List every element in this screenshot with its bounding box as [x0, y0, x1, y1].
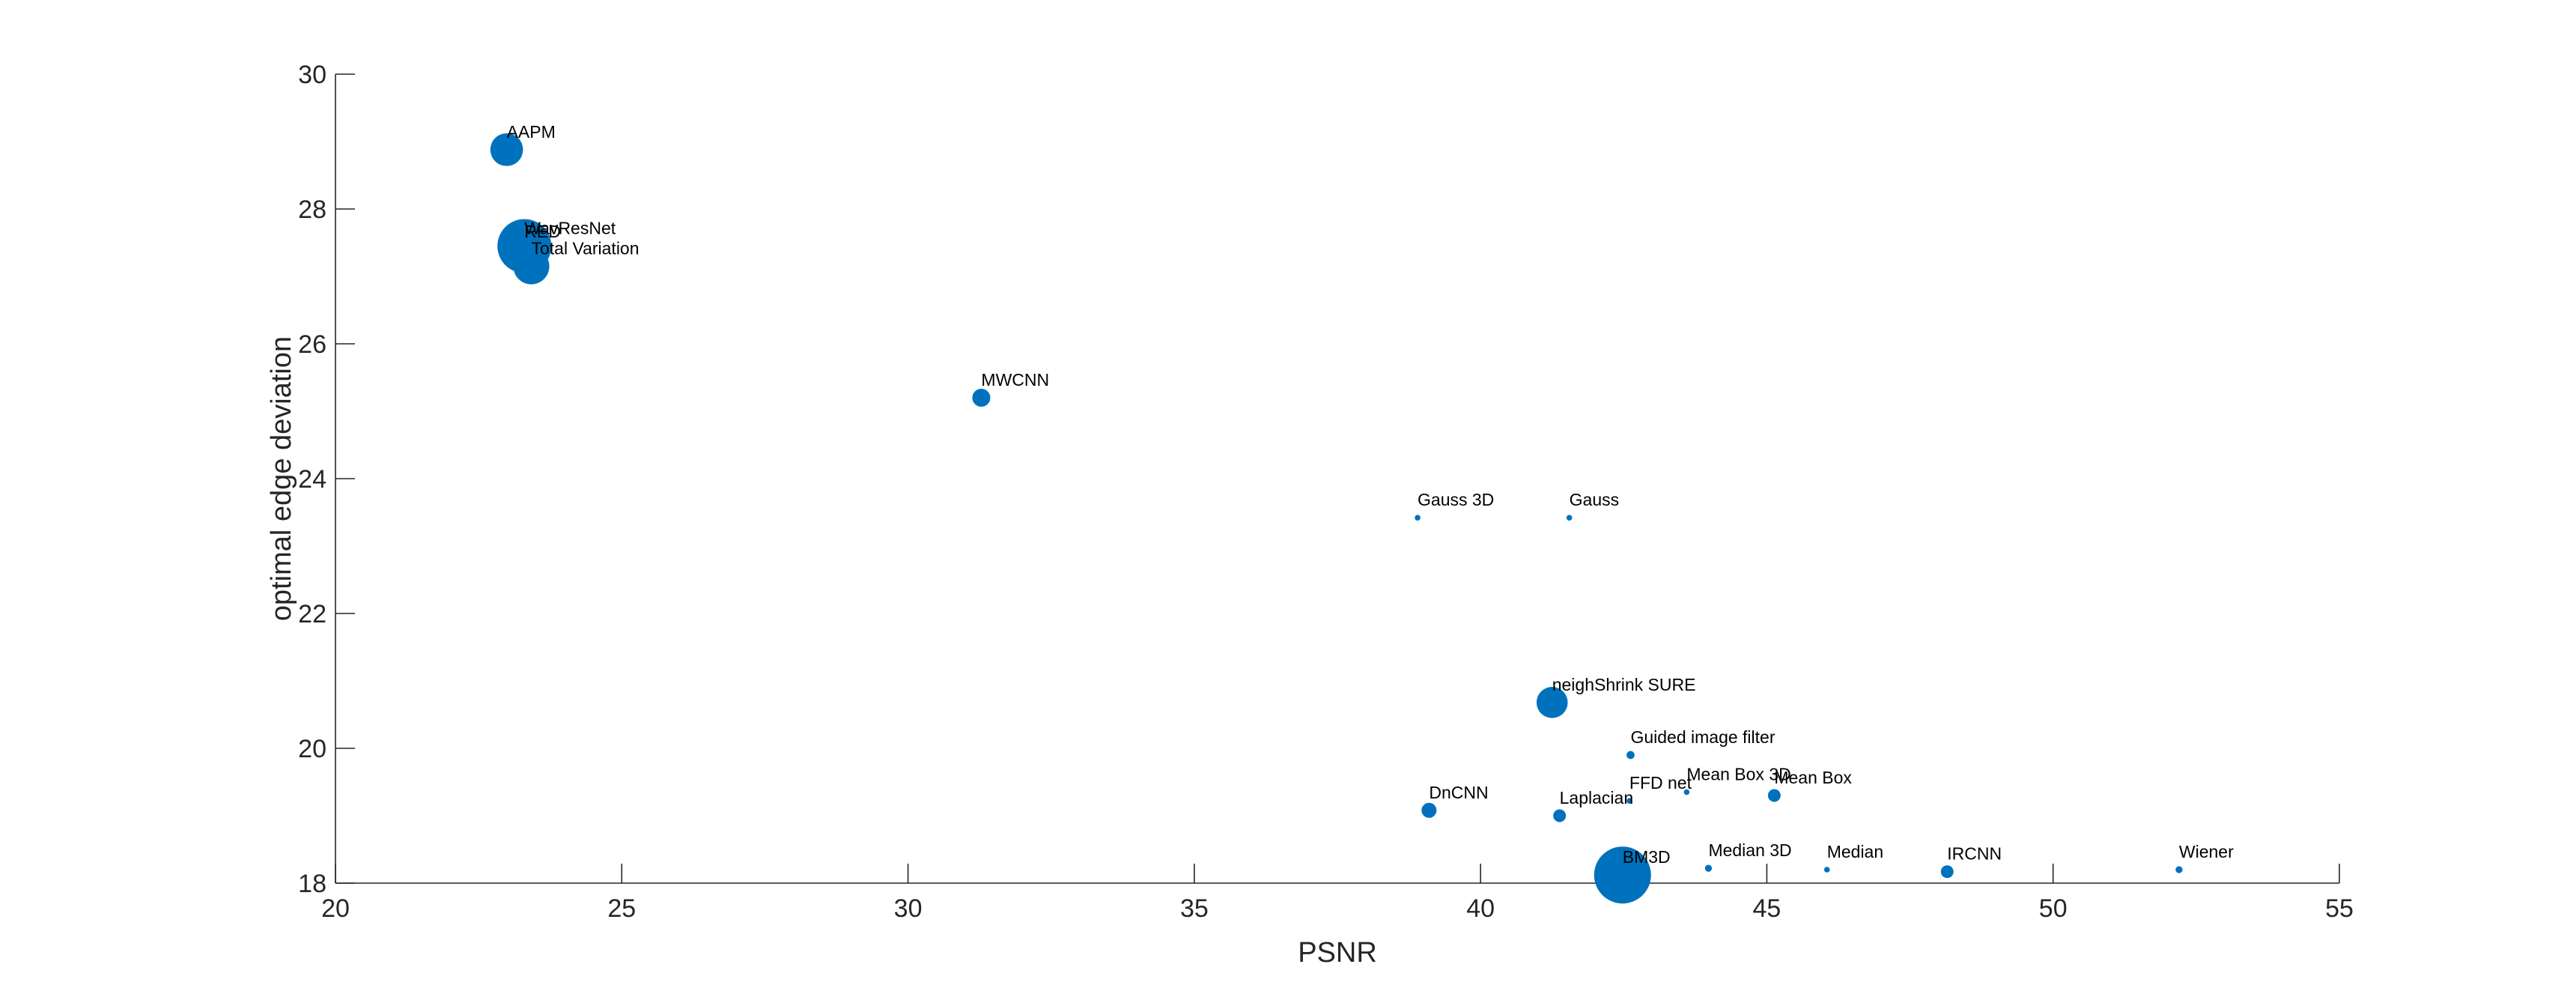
- data-point-label: DnCNN: [1429, 783, 1488, 802]
- y-tick-label: 20: [298, 735, 326, 763]
- x-axis-label: PSNR: [1298, 937, 1377, 969]
- axes: [335, 74, 2339, 884]
- data-point-label: AAPM: [507, 122, 556, 142]
- y-axis-label: optimal edge deviation: [266, 336, 297, 621]
- data-point: [1683, 789, 1690, 795]
- x-tick-label: 45: [1753, 894, 1781, 923]
- data-point: [1823, 867, 1830, 873]
- data-point-label: Median: [1827, 842, 1883, 861]
- data-point: [513, 248, 550, 285]
- x-tick-label: 50: [2039, 894, 2068, 923]
- data-point-label: RED: [524, 222, 561, 241]
- data-point: [490, 133, 523, 166]
- data-point: [1767, 789, 1781, 802]
- data-point: [1704, 864, 1713, 872]
- data-point-label: Gauss 3D: [1418, 490, 1494, 509]
- y-tick-label: 30: [298, 61, 326, 89]
- data-point-label: Mean Box: [1774, 768, 1852, 787]
- x-tick-label: 25: [607, 894, 636, 923]
- x-tick-label: 20: [321, 894, 350, 923]
- y-tick-label: 26: [298, 330, 326, 359]
- x-tick-label: 55: [2325, 894, 2354, 923]
- data-point-label: Guided image filter: [1630, 727, 1775, 747]
- markers: [490, 133, 2183, 904]
- y-tick-label: 28: [298, 196, 326, 224]
- data-point-label: FFD net: [1629, 773, 1692, 793]
- data-point-label: MWCNN: [981, 370, 1049, 390]
- data-point-label: Gauss: [1570, 490, 1619, 509]
- data-point-label: IRCNN: [1947, 844, 2002, 864]
- data-point-label: Total Variation: [531, 239, 639, 258]
- y-tick-label: 18: [298, 870, 326, 898]
- data-point-label: neighShrink SURE: [1552, 675, 1696, 694]
- data-point: [972, 388, 991, 407]
- data-point: [1566, 515, 1573, 521]
- data-point-label: Laplacian: [1560, 788, 1633, 807]
- data-point-label: Mean Box 3D: [1686, 765, 1790, 784]
- data-point: [2175, 866, 2183, 873]
- data-point: [1626, 751, 1635, 760]
- data-point-label: Wiener: [2179, 842, 2234, 861]
- data-point-label: Median 3D: [1708, 840, 1791, 860]
- data-point: [1940, 865, 1954, 879]
- x-tick-label: 35: [1180, 894, 1209, 923]
- y-tick-label: 24: [298, 465, 326, 494]
- x-tick-label: 40: [1466, 894, 1495, 923]
- x-tick-label: 30: [894, 894, 923, 923]
- data-point: [1421, 802, 1437, 818]
- data-point: [1626, 798, 1632, 804]
- data-point-label: WavResNet: [524, 219, 616, 238]
- data-point-label: BM3D: [1623, 847, 1671, 867]
- y-tick-label: 22: [298, 600, 326, 628]
- data-point: [1594, 846, 1651, 904]
- data-point: [1415, 515, 1421, 521]
- data-point: [1553, 809, 1567, 822]
- data-point: [1536, 686, 1568, 718]
